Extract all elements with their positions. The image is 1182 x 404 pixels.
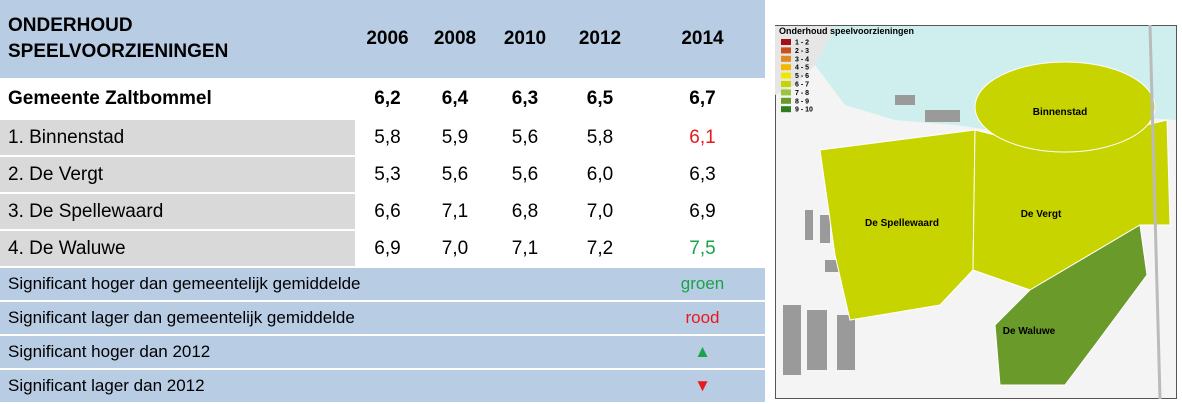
cell: 5,9 — [420, 119, 490, 157]
legend-text: Significant lager dan 2012 — [0, 369, 640, 404]
cell: 5,3 — [355, 156, 420, 194]
cell: 6,7 — [640, 79, 765, 120]
legend-label: 8 - 9 — [795, 98, 809, 105]
cell: 7,0 — [420, 230, 490, 268]
header-cell: 2010 — [490, 0, 560, 80]
cell: 6,6 — [355, 193, 420, 231]
cell: 6,8 — [490, 193, 560, 231]
legend-label: 4 - 5 — [795, 65, 809, 72]
header-cell: ONDERHOUD SPEELVOORZIENINGEN — [0, 0, 355, 80]
legend-text: Significant lager dan gemeentelijk gemid… — [0, 301, 640, 336]
legend-label: 2 - 3 — [795, 48, 809, 55]
cell: 5,6 — [490, 119, 560, 157]
cell: 7,2 — [560, 230, 640, 268]
cell: 6,3 — [640, 156, 765, 194]
cell: 5,8 — [355, 119, 420, 157]
row-label: 3. De Spellewaard — [0, 193, 355, 231]
region-label: De Vergt — [1021, 209, 1062, 220]
header-cell: 2014 — [640, 0, 765, 80]
cell: 7,1 — [420, 193, 490, 231]
legend-row: Significant hoger dan 2012 ▲ — [0, 335, 765, 370]
cell: 6,9 — [640, 193, 765, 231]
row: 2. De Vergt 5,3 5,6 5,6 6,0 6,3 — [0, 156, 765, 194]
region-label: De Waluwe — [1003, 326, 1056, 337]
cell: 7,0 — [560, 193, 640, 231]
road — [1148, 25, 1162, 399]
map: Onderhoud speelvoorzieningen 1 - 22 - 33… — [775, 25, 1177, 399]
legend-text: Significant hoger dan 2012 — [0, 335, 640, 370]
legend-row: Significant hoger dan gemeentelijk gemid… — [0, 267, 765, 302]
region-label: Binnenstad — [1033, 107, 1087, 118]
cell: 6,4 — [420, 79, 490, 120]
header-cell: 2008 — [420, 0, 490, 80]
cell: 6,0 — [560, 156, 640, 194]
legend-marker: ▼ — [640, 369, 765, 404]
legend-swatch — [781, 97, 791, 104]
row: 1. Binnenstad 5,8 5,9 5,6 5,8 6,1 — [0, 119, 765, 157]
row-label: Gemeente Zaltbommel — [0, 79, 355, 120]
legend-row: Significant lager dan 2012 ▼ — [0, 369, 765, 404]
legend-label: 9 - 10 — [795, 107, 813, 114]
row: 3. De Spellewaard 6,6 7,1 6,8 7,0 6,9 — [0, 193, 765, 231]
legend-swatch — [781, 106, 791, 113]
legend-label: 6 - 7 — [795, 82, 809, 89]
legend-swatch — [781, 72, 791, 79]
legend-swatch — [781, 39, 791, 45]
cell: 6,3 — [490, 79, 560, 120]
cell: 5,6 — [490, 156, 560, 194]
map-title: Onderhoud speelvoorzieningen — [779, 26, 914, 36]
header-cell: 2012 — [560, 0, 640, 80]
row-label: 4. De Waluwe — [0, 230, 355, 268]
legend-label: 5 - 6 — [795, 73, 809, 80]
legend-swatch — [781, 81, 791, 87]
legend-text: Significant hoger dan gemeentelijk gemid… — [0, 267, 640, 302]
legend-swatch — [781, 55, 791, 62]
map-legend: 1 - 22 - 33 - 4 4 - 55 - 6 6 - 77 - 88 - 9… — [781, 39, 813, 114]
legend-swatch — [781, 64, 791, 71]
cell: 6,5 — [560, 79, 640, 120]
cell: 6,2 — [355, 79, 420, 120]
area-binnenstad — [974, 61, 1156, 153]
legend-label: 3 - 4 — [795, 56, 809, 63]
region-label: De Spellewaard — [865, 218, 939, 229]
cell: 6,9 — [355, 230, 420, 268]
header-cell: 2006 — [355, 0, 420, 80]
legend-marker: ▲ — [640, 335, 765, 370]
legend-row: Significant lager dan gemeentelijk gemid… — [0, 301, 765, 336]
legend-marker: rood — [640, 301, 765, 336]
legend-label: 7 - 8 — [795, 90, 809, 97]
cell: 7,5 — [640, 230, 765, 268]
legend-label: 1 - 2 — [795, 40, 809, 47]
legend-swatch — [781, 47, 791, 54]
legend-swatch — [781, 89, 791, 96]
score-table: ONDERHOUD SPEELVOORZIENINGEN 2006 2008 2… — [0, 0, 765, 404]
cell: 6,1 — [640, 119, 765, 157]
total-row: Gemeente Zaltbommel 6,2 6,4 6,3 6,5 6,7 — [0, 79, 765, 120]
header-row: ONDERHOUD SPEELVOORZIENINGEN 2006 2008 2… — [0, 0, 765, 80]
area-waluwe — [994, 224, 1148, 386]
cell: 5,8 — [560, 119, 640, 157]
cell: 7,1 — [490, 230, 560, 268]
legend-marker: groen — [640, 267, 765, 302]
cell: 5,6 — [420, 156, 490, 194]
row: 4. De Waluwe 6,9 7,0 7,1 7,2 7,5 — [0, 230, 765, 268]
row-label: 2. De Vergt — [0, 156, 355, 194]
row-label: 1. Binnenstad — [0, 119, 355, 157]
